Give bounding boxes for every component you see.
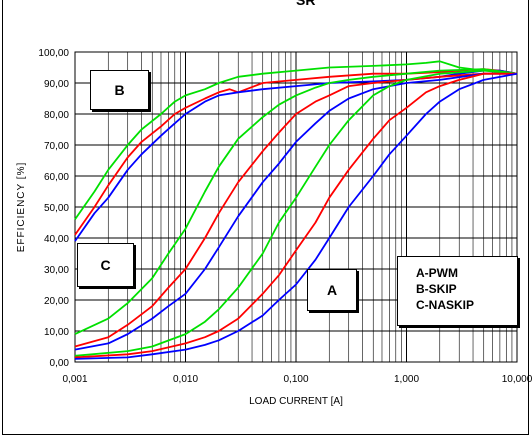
y-tick-label: 50,00: [44, 203, 69, 214]
y-tick-label: 10,00: [44, 327, 69, 338]
axes: 0,0010,0020,0030,0040,0050,0060,0070,008…: [16, 48, 532, 407]
label-box-a: A: [307, 269, 357, 311]
y-tick-label: 80,00: [44, 110, 69, 121]
x-axis-label: LOAD CURRENT [A]: [249, 396, 343, 407]
series-line-green-3: [74, 68, 518, 335]
y-tick-label: 100,00: [38, 48, 69, 59]
series-line-blue-8: [74, 72, 518, 360]
series-line-red-4: [74, 72, 517, 348]
x-tick-label: 0,001: [62, 374, 87, 385]
label-box-c: C: [77, 243, 134, 287]
label-a: A: [326, 282, 338, 298]
series-line-green-6: [74, 69, 518, 357]
label-b: B: [114, 82, 125, 98]
series-line-blue-2: [74, 69, 518, 242]
legend-entry-pwm: A-PWM: [416, 266, 458, 280]
series-line-blue-5: [74, 72, 517, 351]
series-lines: [74, 60, 518, 360]
chart-title-fragment: SR: [296, 0, 316, 8]
y-tick-label: 40,00: [44, 234, 69, 245]
y-tick-label: 30,00: [44, 265, 69, 276]
y-tick-label: 60,00: [44, 172, 69, 183]
legend-entry-naskip: C-NASKIP: [416, 298, 475, 312]
legend-box: A-PWM B-SKIP C-NASKIP: [397, 256, 518, 326]
y-tick-label: 20,00: [44, 296, 69, 307]
y-tick-label: 0,00: [50, 358, 70, 369]
series-line-green-0: [74, 60, 518, 220]
x-tick-label: 0,010: [173, 374, 198, 385]
series-line-red-7: [74, 72, 517, 359]
label-c: C: [100, 257, 111, 273]
label-box-b: B: [90, 70, 149, 110]
series-line-red-1: [74, 68, 518, 236]
y-axis-label: EFFICIENCY [%]: [16, 162, 27, 253]
y-tick-label: 70,00: [44, 141, 69, 152]
x-tick-label: 1,000: [394, 374, 419, 385]
y-tick-label: 90,00: [44, 79, 69, 90]
legend-entry-skip: B-SKIP: [416, 282, 457, 296]
x-tick-label: 0,100: [283, 374, 308, 385]
x-tick-label: 10,000: [502, 374, 532, 385]
